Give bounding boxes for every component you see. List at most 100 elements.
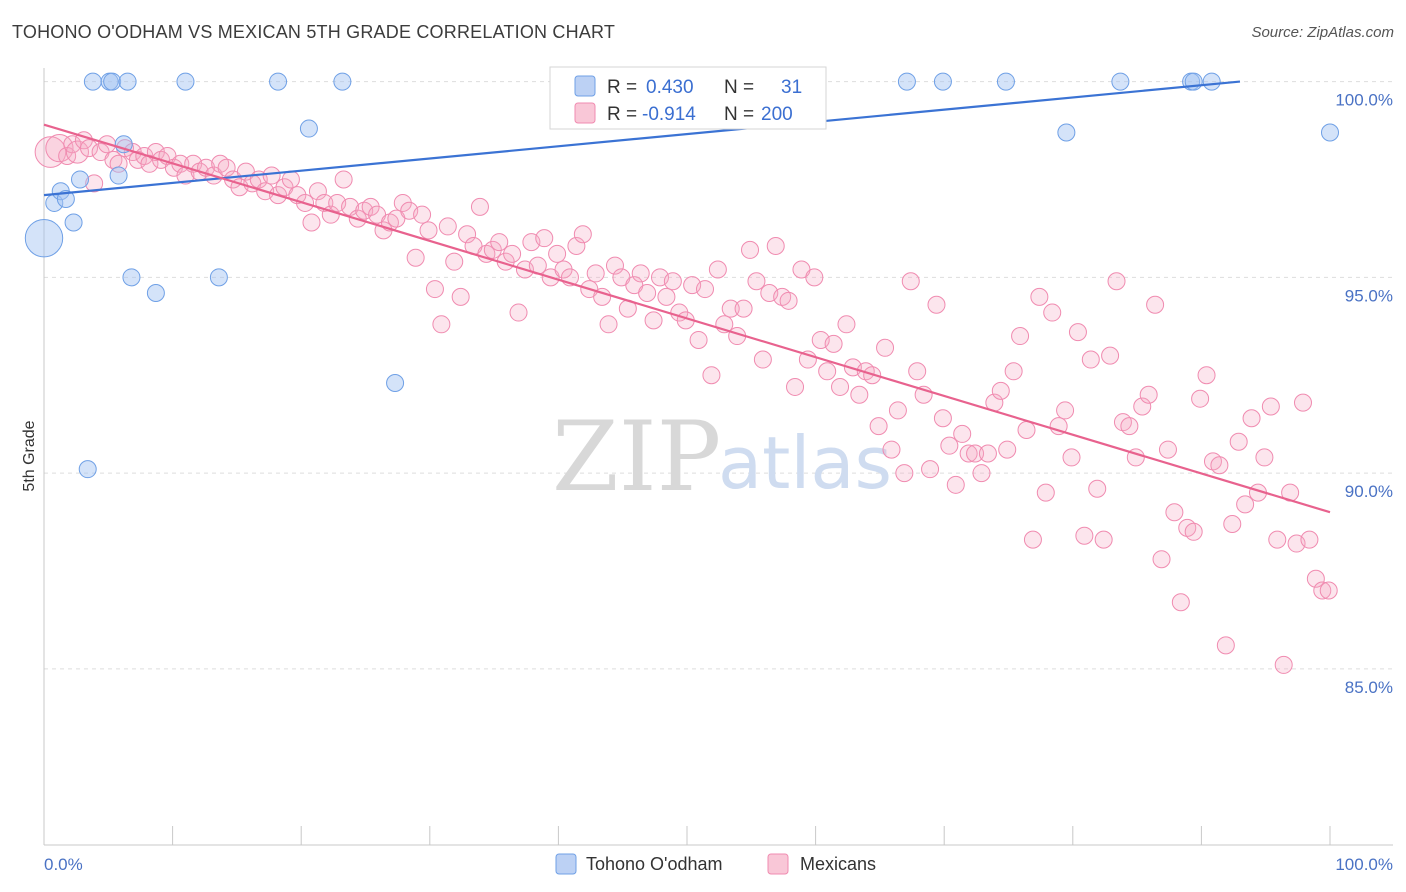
tohono-point [83, 72, 102, 91]
mexicans-point [262, 166, 281, 185]
mexicans-point [1229, 432, 1248, 451]
mexicans-point [1210, 456, 1229, 475]
mexicans-point [425, 280, 444, 299]
mexicans-point [927, 295, 946, 314]
source-label: Source: ZipAtlas.com [1251, 24, 1394, 41]
mexicans-point [708, 260, 727, 279]
tohono-point [176, 72, 195, 91]
mexicans-point [599, 315, 618, 334]
mexicans-point [831, 377, 850, 396]
mexicans-point [419, 221, 438, 240]
mexicans-point [1075, 526, 1094, 545]
mexicans-point [1120, 417, 1139, 436]
mexicans-point [535, 229, 554, 248]
tohono-point [1202, 72, 1221, 91]
mexicans-point [959, 444, 978, 463]
mexicans-point [586, 264, 605, 283]
tohono-point [64, 213, 83, 232]
mexicans-point [1043, 303, 1062, 322]
legend-n-value: 31 [781, 77, 802, 98]
mexicans-point [1223, 514, 1242, 533]
mexicans-point [895, 464, 914, 483]
mexicans-point [308, 182, 327, 201]
mexicans-point [908, 362, 927, 381]
axes [43, 68, 1393, 846]
mexicans-point [34, 136, 67, 168]
mexicans-point [644, 311, 663, 330]
mexicans-point [1081, 350, 1100, 369]
tohono-point [1111, 72, 1130, 91]
mexicans-point [1313, 581, 1332, 600]
mexicans-point [65, 140, 89, 164]
legend-n-label: N = [724, 104, 754, 125]
mexicans-point [1133, 397, 1152, 416]
y-tick-label: 100.0% [1335, 91, 1393, 110]
mexicans-point [631, 264, 650, 283]
y-tick-label: 95.0% [1345, 286, 1393, 305]
mexicans-point [1255, 448, 1274, 467]
mexicans-point [605, 256, 624, 275]
mexicans-point [753, 350, 772, 369]
tohono-point [122, 268, 141, 287]
mexicans-point [818, 362, 837, 381]
mexicans-point [1191, 389, 1210, 408]
mexicans-point [657, 287, 676, 306]
mexicans-point [1023, 530, 1042, 549]
mexicans-point [490, 233, 509, 252]
mexicans-point [991, 381, 1010, 400]
mexicans-point [63, 135, 82, 154]
mexicans-point [1004, 362, 1023, 381]
mexicans-point [1152, 550, 1171, 569]
mexicans-point [1146, 295, 1165, 314]
mexicans-point [998, 440, 1017, 459]
mexicans-point [334, 170, 353, 189]
mexicans-point [1319, 581, 1338, 600]
mexicans-point [1011, 327, 1030, 346]
tohono-point [24, 218, 64, 258]
mexicans-point [1268, 530, 1287, 549]
mexicans-point [217, 158, 236, 177]
data-points [24, 72, 1339, 674]
mexicans-point [1062, 448, 1081, 467]
mexicans-point [548, 244, 567, 263]
mexicans-point [721, 299, 740, 318]
mexicans-point [869, 417, 888, 436]
mexicans-point [509, 303, 528, 322]
mexicans-point [933, 409, 952, 428]
mexicans-point [80, 139, 99, 158]
mexicans-point [663, 272, 682, 291]
mexicans-point [805, 268, 824, 287]
tohono-point [1057, 123, 1076, 142]
mexicans-point [470, 197, 489, 216]
mexicans-point [876, 338, 895, 357]
mexicans-point [451, 287, 470, 306]
mexicans-point [1158, 440, 1177, 459]
legend-r-label: R = [607, 77, 637, 98]
mexicans-point [966, 444, 985, 463]
mexicans-point [1236, 495, 1255, 514]
mexicans-point [702, 366, 721, 385]
mexicans-trend-line [43, 123, 1331, 514]
mexicans-point [824, 334, 843, 353]
mexicans-point [1300, 530, 1319, 549]
mexicans-point [1049, 417, 1068, 436]
mexicans-point [747, 272, 766, 291]
mexicans-point [940, 436, 959, 455]
mexicans-point [779, 291, 798, 310]
mexicans-point [1293, 393, 1312, 412]
mexicans-point [438, 217, 457, 236]
mexicans-point [1242, 409, 1261, 428]
tohono-point [333, 72, 352, 91]
mexicans-point [1197, 366, 1216, 385]
mexicans-point [85, 174, 104, 193]
watermark-atlas: atlas [718, 421, 892, 505]
mexicans-point [1171, 593, 1190, 612]
mexicans-point [1184, 522, 1203, 541]
legend-r-value: 0.430 [646, 77, 694, 98]
mexicans-point [921, 460, 940, 479]
mexicans-point [445, 252, 464, 271]
mexicans-point [1088, 479, 1107, 498]
bottom-legend-swatch-blue [555, 853, 577, 875]
tohono-point [299, 119, 318, 138]
